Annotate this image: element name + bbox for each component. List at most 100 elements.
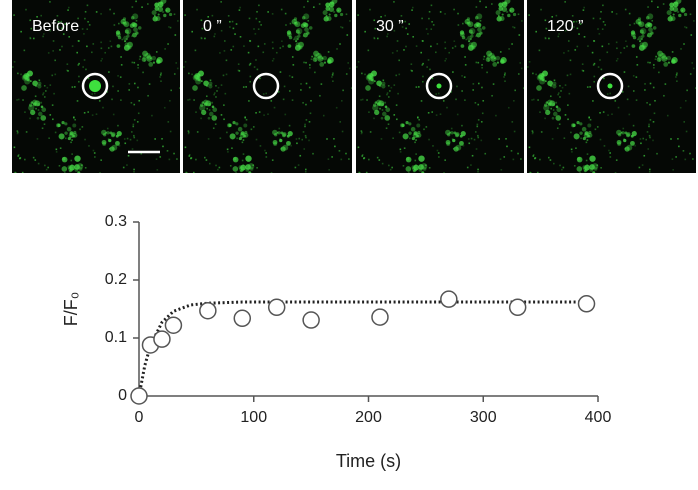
speckle — [277, 91, 280, 93]
speckle — [81, 28, 84, 30]
speckle — [410, 126, 416, 132]
speckle — [248, 64, 251, 66]
speckle — [216, 90, 218, 92]
speckle — [453, 40, 456, 43]
speckle — [404, 20, 407, 23]
speckle — [83, 59, 86, 61]
speckle — [264, 149, 266, 152]
speckle — [540, 8, 542, 11]
speckle — [194, 49, 197, 52]
speckle — [91, 114, 94, 116]
speckle — [219, 52, 221, 54]
speckle — [645, 15, 650, 20]
speckle — [340, 158, 343, 161]
speckle — [683, 121, 686, 123]
speckle — [157, 6, 164, 12]
speckle — [317, 54, 323, 60]
speckle — [658, 59, 661, 62]
speckle — [222, 74, 225, 77]
speckle — [652, 121, 655, 123]
speckle — [148, 83, 151, 85]
speckle — [231, 147, 233, 150]
speckle — [34, 159, 37, 161]
speckle — [491, 94, 493, 97]
speckle — [153, 15, 156, 17]
speckle — [599, 112, 601, 114]
speckle — [474, 131, 477, 133]
speckle — [17, 154, 20, 156]
speckle — [599, 138, 602, 141]
speckle — [70, 159, 73, 162]
speckle — [230, 49, 233, 51]
speckle — [391, 166, 393, 169]
speckle — [28, 104, 35, 111]
speckle — [258, 20, 261, 23]
speckle — [547, 156, 550, 159]
speckle — [648, 134, 651, 137]
speckle — [385, 127, 388, 130]
speckle — [658, 71, 660, 74]
speckle — [345, 13, 348, 16]
speckle — [59, 49, 61, 51]
speckle — [457, 12, 459, 15]
speckle — [94, 156, 96, 158]
speckle — [455, 98, 457, 101]
speckle — [536, 171, 539, 173]
speckle — [104, 51, 107, 54]
speckle — [505, 10, 509, 14]
speckle — [25, 131, 28, 133]
image-panel — [12, 0, 180, 173]
speckle — [453, 8, 455, 11]
speckle — [200, 80, 203, 83]
speckle — [187, 99, 189, 101]
speckle — [506, 145, 508, 148]
speckle — [61, 121, 65, 125]
speckle — [384, 101, 387, 104]
speckle — [225, 73, 228, 76]
speckle — [428, 10, 431, 13]
speckle — [648, 27, 653, 32]
speckle — [133, 136, 136, 139]
speckle — [106, 127, 109, 130]
speckle — [313, 50, 319, 57]
speckle — [496, 61, 500, 64]
speckle — [476, 13, 483, 20]
speckle — [468, 42, 474, 48]
speckle — [61, 166, 68, 172]
speckle — [675, 76, 677, 78]
speckle — [420, 100, 423, 102]
speckle — [564, 29, 567, 32]
speckle — [650, 31, 654, 35]
speckle — [689, 13, 692, 16]
speckle — [326, 138, 328, 140]
speckle — [477, 27, 482, 32]
speckle — [282, 144, 289, 151]
speckle — [661, 55, 668, 62]
speckle — [169, 100, 171, 102]
speckle — [492, 83, 495, 85]
speckle — [616, 47, 618, 50]
speckle — [490, 55, 497, 62]
speckle — [379, 107, 381, 110]
speckle — [365, 74, 373, 81]
speckle — [227, 15, 230, 17]
speckle — [556, 107, 562, 113]
speckle — [622, 127, 625, 130]
speckle — [389, 90, 391, 92]
speckle — [570, 131, 572, 134]
speckle — [279, 138, 283, 143]
speckle — [573, 20, 575, 23]
speckle — [327, 51, 330, 53]
speckle — [485, 57, 491, 62]
speckle — [78, 167, 83, 171]
speckle — [672, 13, 675, 16]
speckle — [173, 13, 176, 16]
speckle — [29, 36, 32, 39]
speckle — [640, 37, 643, 41]
speckle — [482, 99, 485, 102]
speckle — [539, 158, 541, 161]
speckle — [632, 90, 635, 92]
speckle — [163, 106, 166, 109]
speckle — [103, 133, 107, 137]
speckle — [514, 89, 517, 92]
